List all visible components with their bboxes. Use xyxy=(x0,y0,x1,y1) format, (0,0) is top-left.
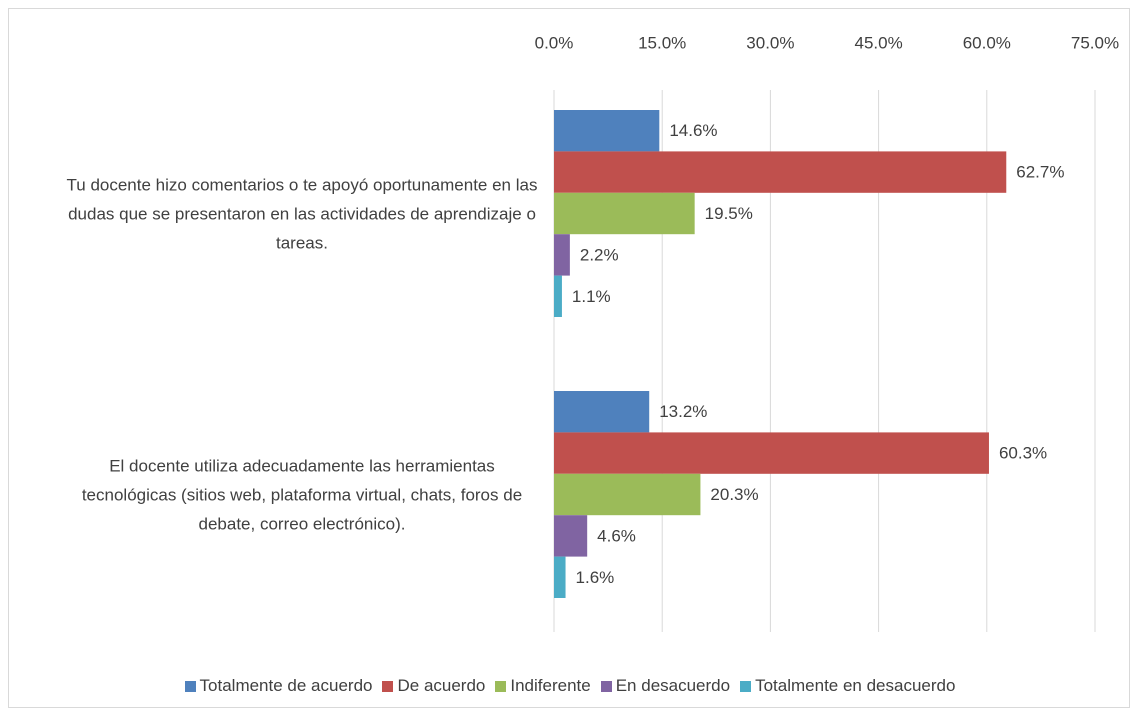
value-label: 60.3% xyxy=(999,444,1047,463)
legend-item: Totalmente en desacuerdo xyxy=(740,676,955,696)
bar xyxy=(554,473,701,516)
legend-item: De acuerdo xyxy=(382,676,485,696)
value-label: 2.2% xyxy=(580,245,619,264)
legend-label: Totalmente de acuerdo xyxy=(199,676,373,695)
legend-item: Totalmente de acuerdo xyxy=(184,676,373,696)
legend-item: En desacuerdo xyxy=(600,676,731,696)
x-tick-label: 30.0% xyxy=(746,33,794,52)
legend-label: De acuerdo xyxy=(397,676,486,695)
legend-swatch xyxy=(740,680,752,692)
value-label: 1.6% xyxy=(576,568,615,587)
chart-frame xyxy=(8,8,1130,708)
legend-swatch xyxy=(382,680,394,692)
legend: Totalmente de acuerdo De acuerdo Indiferen… xyxy=(0,676,1140,696)
bar xyxy=(554,515,588,557)
x-tick-label: 60.0% xyxy=(963,33,1011,52)
value-label: 19.5% xyxy=(705,204,753,223)
bar xyxy=(554,275,562,317)
x-tick-label: 0.0% xyxy=(535,33,574,52)
bar xyxy=(554,556,566,598)
category-label: Tu docente hizo comentarios o te apoyó o… xyxy=(66,175,538,252)
legend-item: Indiferente xyxy=(495,676,591,696)
bar xyxy=(554,234,570,276)
bar xyxy=(554,151,1007,193)
value-label: 62.7% xyxy=(1016,163,1064,182)
value-label: 14.6% xyxy=(669,121,717,140)
legend-label: Indiferente xyxy=(510,676,591,695)
legend-swatch xyxy=(600,680,612,692)
x-tick-label: 75.0% xyxy=(1071,33,1119,52)
x-tick-label: 15.0% xyxy=(638,33,686,52)
value-label: 4.6% xyxy=(597,526,636,545)
bar xyxy=(554,192,695,235)
legend-swatch xyxy=(495,680,507,692)
value-label: 13.2% xyxy=(659,402,707,421)
bar xyxy=(554,432,989,474)
legend-label: Totalmente en desacuerdo xyxy=(755,676,956,695)
value-label: 1.1% xyxy=(572,287,611,306)
legend-label: En desacuerdo xyxy=(615,676,731,695)
bar xyxy=(554,391,650,433)
legend-swatch xyxy=(184,680,196,692)
value-label: 20.3% xyxy=(710,485,758,504)
bar xyxy=(554,110,660,152)
x-tick-label: 45.0% xyxy=(854,33,902,52)
category-label: El docente utiliza adecuadamente las her… xyxy=(81,456,523,533)
